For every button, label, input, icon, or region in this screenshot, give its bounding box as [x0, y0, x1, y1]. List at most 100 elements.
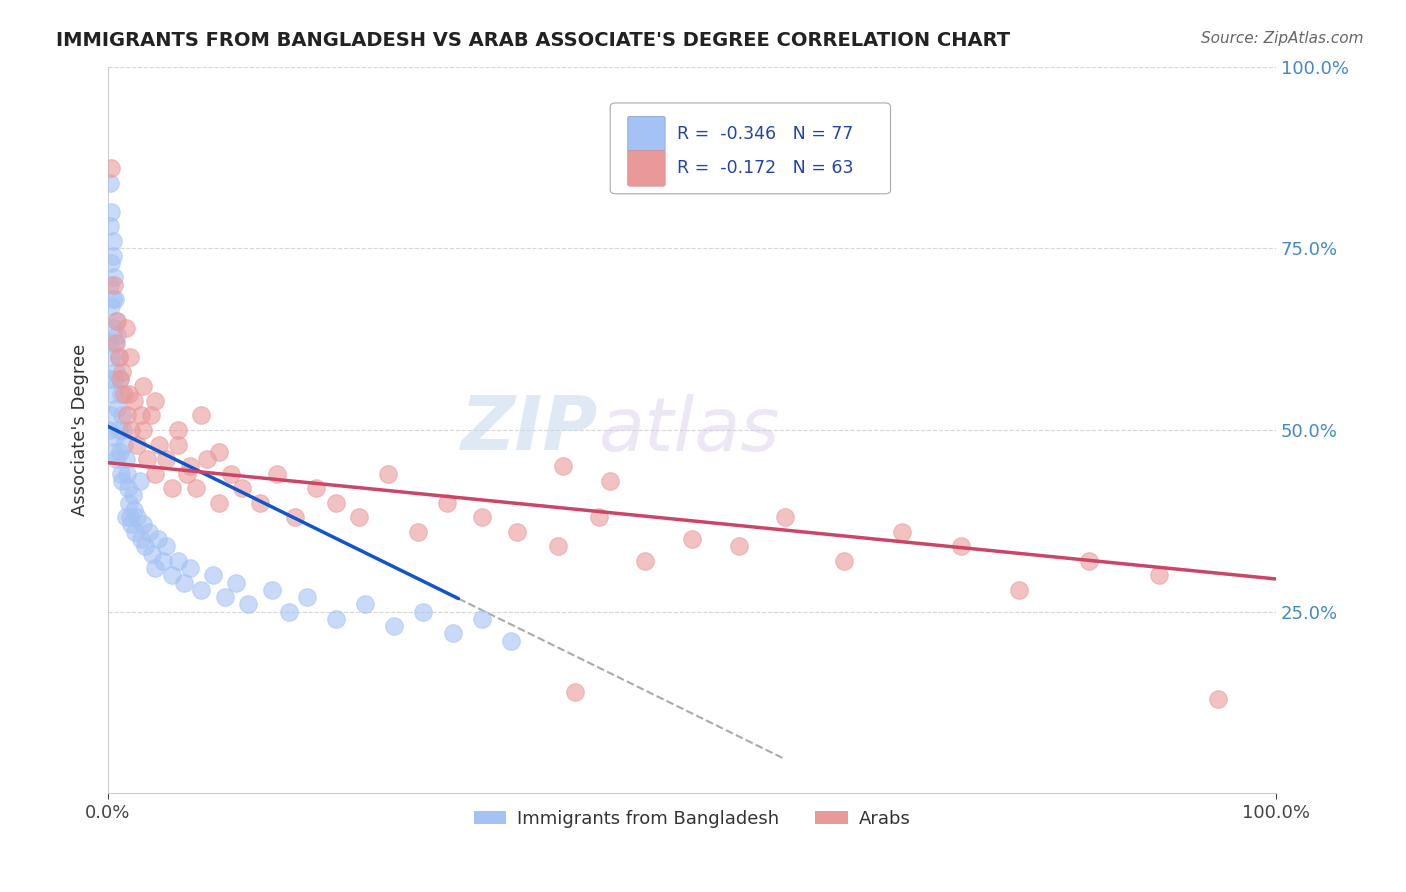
Point	[132, 423, 155, 437]
Point	[564, 684, 586, 698]
Point	[100, 256, 122, 270]
Point	[506, 524, 529, 539]
Point	[111, 365, 134, 379]
Point	[167, 554, 190, 568]
Point	[129, 532, 152, 546]
Point	[118, 386, 141, 401]
Point	[208, 444, 231, 458]
Point	[179, 561, 201, 575]
Point	[143, 561, 166, 575]
Point	[160, 568, 183, 582]
Point	[225, 575, 247, 590]
Point	[103, 444, 125, 458]
Point	[143, 467, 166, 481]
Point	[105, 328, 128, 343]
Point	[208, 496, 231, 510]
Point	[599, 474, 621, 488]
Point	[105, 401, 128, 416]
Point	[176, 467, 198, 481]
Point	[110, 467, 132, 481]
Point	[173, 575, 195, 590]
Point	[127, 510, 149, 524]
Point	[727, 539, 749, 553]
Point	[105, 335, 128, 350]
Point	[105, 314, 128, 328]
Point	[832, 554, 855, 568]
Point	[249, 496, 271, 510]
Point	[103, 277, 125, 292]
Point	[195, 452, 218, 467]
Point	[114, 510, 136, 524]
Point	[155, 452, 177, 467]
Point	[114, 321, 136, 335]
Y-axis label: Associate's Degree: Associate's Degree	[72, 343, 89, 516]
Point	[134, 539, 156, 553]
Point	[101, 234, 124, 248]
Point	[305, 481, 328, 495]
Point	[471, 612, 494, 626]
Point	[104, 430, 127, 444]
Point	[148, 437, 170, 451]
Point	[143, 393, 166, 408]
Point	[266, 467, 288, 481]
Point	[325, 612, 347, 626]
Point	[101, 292, 124, 306]
Point	[382, 619, 405, 633]
Text: R =  -0.346   N = 77: R = -0.346 N = 77	[676, 125, 853, 144]
Point	[347, 510, 370, 524]
Point	[115, 409, 138, 423]
Point	[108, 372, 131, 386]
Point	[1078, 554, 1101, 568]
Point	[98, 277, 121, 292]
Text: IMMIGRANTS FROM BANGLADESH VS ARAB ASSOCIATE'S DEGREE CORRELATION CHART: IMMIGRANTS FROM BANGLADESH VS ARAB ASSOC…	[56, 31, 1011, 50]
Point	[120, 351, 142, 365]
Point	[354, 598, 377, 612]
Point	[129, 409, 152, 423]
Point	[132, 517, 155, 532]
Point	[107, 351, 129, 365]
Point	[100, 161, 122, 176]
Point	[132, 379, 155, 393]
Point	[112, 437, 135, 451]
Point	[127, 437, 149, 451]
Point	[120, 423, 142, 437]
Point	[98, 219, 121, 234]
Point	[441, 626, 464, 640]
Point	[1147, 568, 1170, 582]
Text: ZIP: ZIP	[461, 393, 599, 467]
Point	[103, 270, 125, 285]
Point	[190, 409, 212, 423]
Point	[111, 474, 134, 488]
Point	[124, 524, 146, 539]
Point	[107, 423, 129, 437]
Point	[152, 554, 174, 568]
Point	[148, 532, 170, 546]
Point	[179, 459, 201, 474]
Point	[122, 503, 145, 517]
Point	[117, 481, 139, 495]
Point	[101, 248, 124, 262]
Legend: Immigrants from Bangladesh, Arabs: Immigrants from Bangladesh, Arabs	[467, 803, 918, 835]
Point	[406, 524, 429, 539]
Point	[436, 496, 458, 510]
Point	[231, 481, 253, 495]
Point	[138, 524, 160, 539]
Point	[105, 314, 128, 328]
Point	[107, 351, 129, 365]
Point	[118, 496, 141, 510]
Point	[105, 365, 128, 379]
Point	[141, 547, 163, 561]
Point	[112, 423, 135, 437]
Point	[681, 532, 703, 546]
Point	[98, 372, 121, 386]
Point	[236, 598, 259, 612]
Point	[167, 437, 190, 451]
Point	[111, 409, 134, 423]
Point	[634, 554, 657, 568]
Point	[260, 582, 283, 597]
Point	[891, 524, 914, 539]
Point	[115, 467, 138, 481]
Point	[103, 321, 125, 335]
Point	[553, 459, 575, 474]
Text: atlas: atlas	[599, 394, 780, 466]
